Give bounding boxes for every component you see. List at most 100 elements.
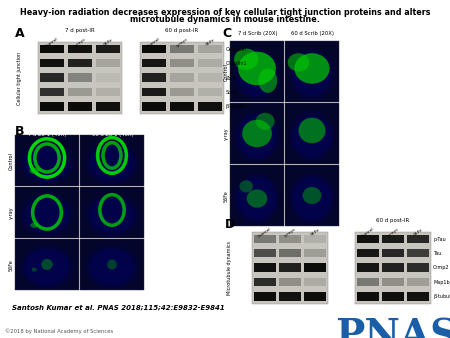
Text: Scrib: Scrib bbox=[226, 90, 239, 95]
Ellipse shape bbox=[85, 244, 140, 290]
Bar bbox=[230, 165, 284, 226]
Ellipse shape bbox=[29, 168, 39, 174]
Text: γ-rays: γ-rays bbox=[176, 37, 189, 48]
Ellipse shape bbox=[25, 145, 69, 181]
Text: PNAS: PNAS bbox=[335, 317, 450, 338]
Bar bbox=[15, 135, 79, 186]
Bar bbox=[80, 239, 144, 290]
Bar bbox=[407, 292, 429, 300]
Bar bbox=[68, 102, 92, 111]
Ellipse shape bbox=[258, 69, 277, 93]
Text: γ-rays: γ-rays bbox=[386, 227, 400, 238]
Bar bbox=[285, 165, 339, 226]
Text: Map1b: Map1b bbox=[433, 280, 450, 285]
Text: 56Fe: 56Fe bbox=[9, 259, 14, 271]
Ellipse shape bbox=[294, 53, 329, 84]
Bar bbox=[253, 249, 276, 257]
Text: β-tubulin: β-tubulin bbox=[433, 294, 450, 299]
Ellipse shape bbox=[291, 51, 333, 98]
Text: Claudin1: Claudin1 bbox=[226, 61, 248, 66]
Ellipse shape bbox=[298, 118, 325, 143]
Ellipse shape bbox=[242, 120, 272, 147]
Bar bbox=[279, 278, 301, 286]
Bar bbox=[253, 292, 276, 300]
Ellipse shape bbox=[85, 140, 140, 186]
Bar bbox=[40, 102, 64, 111]
Bar bbox=[68, 88, 92, 96]
Text: 7 d Scrib (20X): 7 d Scrib (20X) bbox=[238, 31, 277, 36]
Bar bbox=[96, 88, 120, 96]
Text: β-Tubulin: β-Tubulin bbox=[226, 104, 248, 109]
Bar bbox=[356, 235, 379, 243]
Ellipse shape bbox=[22, 143, 72, 184]
Text: Zo-1: Zo-1 bbox=[226, 75, 238, 80]
Bar bbox=[382, 278, 404, 286]
Text: 60 d post-IR: 60 d post-IR bbox=[166, 28, 198, 33]
Ellipse shape bbox=[90, 145, 135, 181]
Bar bbox=[285, 41, 339, 102]
Bar bbox=[279, 249, 301, 257]
Ellipse shape bbox=[236, 113, 279, 161]
Bar bbox=[304, 263, 327, 272]
Text: Microtubule dynamics: Microtubule dynamics bbox=[228, 241, 233, 295]
Text: microtubule dynamics in mouse intestine.: microtubule dynamics in mouse intestine. bbox=[130, 15, 320, 24]
Ellipse shape bbox=[90, 249, 135, 285]
Bar bbox=[96, 102, 120, 111]
Bar bbox=[304, 278, 327, 286]
Text: 60 d Scrib (20X): 60 d Scrib (20X) bbox=[291, 31, 334, 36]
Ellipse shape bbox=[41, 259, 53, 270]
Text: Control: Control bbox=[45, 37, 59, 49]
Bar bbox=[356, 278, 379, 286]
Text: Control: Control bbox=[224, 63, 229, 81]
Bar bbox=[142, 45, 166, 53]
Bar bbox=[279, 263, 301, 272]
Bar bbox=[40, 59, 64, 67]
Ellipse shape bbox=[288, 110, 336, 163]
Ellipse shape bbox=[85, 192, 140, 238]
Ellipse shape bbox=[90, 197, 135, 233]
Ellipse shape bbox=[25, 249, 69, 285]
Bar bbox=[304, 292, 327, 300]
Bar bbox=[407, 278, 429, 286]
Bar bbox=[142, 59, 166, 67]
Bar bbox=[142, 102, 166, 111]
Bar bbox=[382, 292, 404, 300]
Ellipse shape bbox=[293, 53, 331, 96]
Ellipse shape bbox=[236, 51, 279, 98]
Bar bbox=[15, 239, 79, 290]
Ellipse shape bbox=[20, 192, 74, 238]
Text: B: B bbox=[15, 125, 24, 138]
Ellipse shape bbox=[233, 110, 281, 163]
Bar bbox=[382, 263, 404, 272]
Bar bbox=[285, 103, 339, 164]
Bar bbox=[198, 59, 222, 67]
Text: Tau: Tau bbox=[433, 251, 441, 256]
Bar bbox=[170, 88, 194, 96]
Bar bbox=[198, 45, 222, 53]
Ellipse shape bbox=[239, 180, 253, 192]
Text: γ-rays: γ-rays bbox=[284, 227, 297, 238]
Text: D: D bbox=[225, 218, 235, 231]
Text: ©2018 by National Academy of Sciences: ©2018 by National Academy of Sciences bbox=[5, 329, 113, 334]
Bar bbox=[40, 73, 64, 82]
Text: 60 d Zo-1 (40X): 60 d Zo-1 (40X) bbox=[92, 132, 133, 137]
Bar bbox=[96, 45, 120, 53]
Ellipse shape bbox=[87, 195, 137, 235]
Text: 7 d Zo-1 (40X): 7 d Zo-1 (40X) bbox=[28, 132, 67, 137]
Bar bbox=[407, 263, 429, 272]
Ellipse shape bbox=[87, 247, 137, 287]
Bar bbox=[279, 235, 301, 243]
Ellipse shape bbox=[87, 143, 137, 184]
Bar bbox=[40, 88, 64, 96]
Bar bbox=[356, 249, 379, 257]
Bar bbox=[198, 73, 222, 82]
Ellipse shape bbox=[293, 177, 331, 220]
Bar bbox=[170, 45, 194, 53]
Text: C: C bbox=[222, 27, 231, 40]
Bar bbox=[382, 249, 404, 257]
Ellipse shape bbox=[32, 268, 37, 272]
Bar bbox=[142, 73, 166, 82]
Ellipse shape bbox=[288, 172, 336, 225]
Text: Santosh Kumar et al. PNAS 2018;115;42:E9832-E9841: Santosh Kumar et al. PNAS 2018;115;42:E9… bbox=[12, 305, 225, 311]
Text: γ-ray: γ-ray bbox=[9, 207, 14, 219]
